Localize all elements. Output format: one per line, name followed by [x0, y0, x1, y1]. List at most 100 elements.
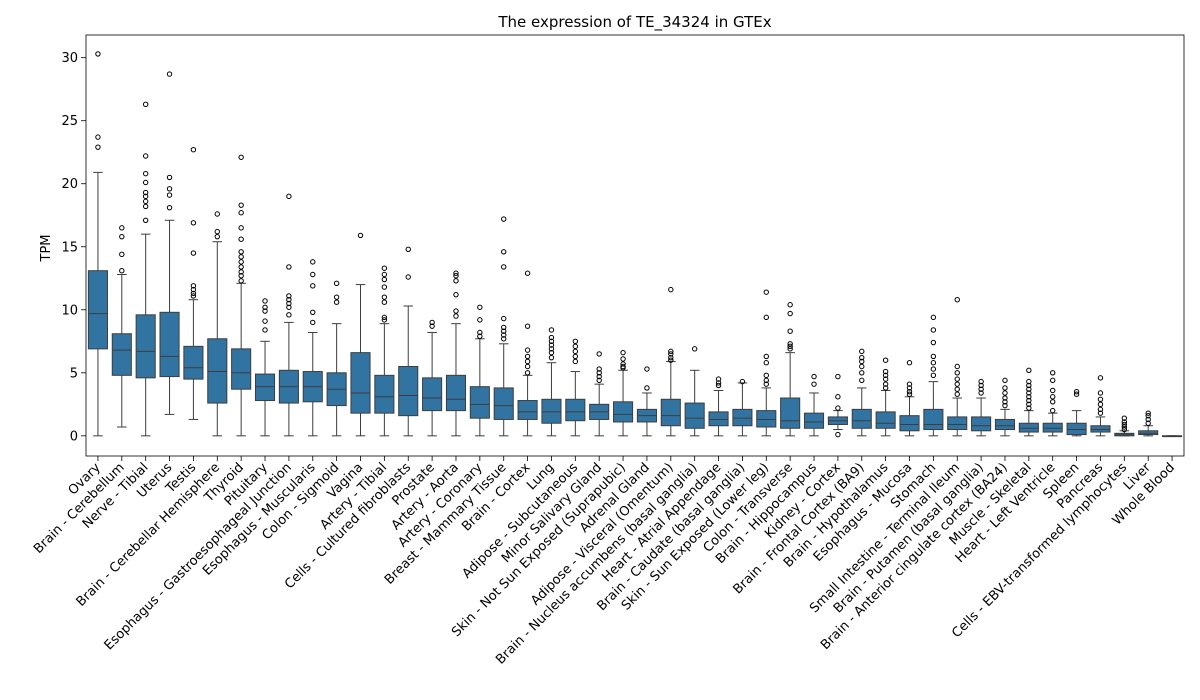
outlier-point: [238, 264, 244, 270]
box: [947, 416, 968, 431]
box: [87, 270, 108, 350]
outlier-point: [453, 278, 459, 284]
outlier-point: [763, 372, 769, 379]
outlier-point: [1026, 397, 1032, 404]
outlier-point: [906, 360, 913, 366]
outlier-point: [787, 302, 793, 308]
outlier-point: [1121, 415, 1128, 421]
outlier-point: [835, 405, 841, 411]
outlier-point: [739, 378, 746, 385]
outlier-point: [501, 332, 507, 338]
outlier-point: [763, 353, 769, 360]
outlier-point: [142, 198, 149, 205]
outlier-point: [310, 259, 316, 265]
outlier-point: [668, 354, 674, 361]
outlier-point: [262, 308, 268, 314]
outlier-point: [763, 360, 769, 366]
box: [398, 366, 419, 417]
y-tick-label: 0: [70, 429, 78, 444]
outlier-point: [811, 373, 817, 380]
outlier-point: [1097, 390, 1104, 396]
y-tick-label: 30: [61, 51, 78, 66]
outlier-point: [1145, 412, 1151, 419]
outlier-point: [1002, 385, 1008, 391]
outlier-point: [405, 246, 411, 252]
outlier-point: [1026, 401, 1032, 408]
outlier-point: [954, 386, 960, 392]
outlier-point: [978, 378, 984, 385]
outlier-point: [238, 269, 244, 275]
outlier-point: [620, 356, 626, 362]
outlier-point: [142, 203, 149, 210]
outlier-point: [238, 254, 244, 260]
outlier-point: [954, 391, 960, 397]
outlier-point: [859, 377, 865, 384]
outlier-point: [238, 259, 244, 265]
box: [517, 400, 538, 420]
outlier-point: [1002, 399, 1008, 405]
outlier-point: [548, 334, 555, 341]
outlier-point: [310, 271, 316, 278]
y-tick-label: 15: [61, 240, 78, 255]
outlier-point: [620, 361, 626, 367]
outlier-point: [262, 304, 268, 310]
outlier-point: [1050, 370, 1056, 376]
outlier-point: [763, 381, 769, 387]
outlier-point: [310, 319, 316, 326]
outlier-point: [381, 314, 388, 321]
outlier-point: [954, 381, 960, 387]
outlier-point: [978, 390, 984, 396]
outlier-point: [95, 144, 101, 150]
outlier-point: [620, 349, 626, 356]
box: [565, 398, 586, 422]
outlier-point: [214, 211, 220, 217]
outlier-point: [978, 386, 984, 392]
outlier-point: [596, 373, 602, 380]
outlier-point: [882, 368, 889, 375]
outlier-point: [954, 363, 960, 370]
outlier-point: [119, 251, 125, 258]
outlier-point: [262, 318, 268, 324]
outlier-point: [429, 323, 435, 329]
outlier-point: [333, 280, 340, 287]
outlier-point: [501, 336, 507, 342]
outlier-point: [668, 351, 674, 357]
box: [374, 374, 395, 414]
box: [780, 397, 801, 429]
outlier-point: [906, 389, 913, 395]
outlier-point: [1050, 399, 1056, 405]
outlier-point: [214, 228, 220, 235]
box: [207, 338, 228, 404]
outlier-point: [357, 232, 364, 239]
outlier-point: [548, 327, 555, 333]
y-tick-label: 10: [61, 303, 78, 318]
outlier-point: [1026, 394, 1032, 400]
outlier-point: [190, 293, 197, 299]
outlier-point: [882, 385, 889, 391]
outlier-point: [882, 357, 889, 363]
outlier-point: [1145, 420, 1151, 426]
outlier-point: [835, 373, 841, 380]
outlier-point: [1121, 421, 1128, 428]
outlier-point: [477, 329, 483, 336]
y-tick-label: 25: [61, 114, 78, 129]
outlier-point: [668, 357, 674, 363]
outlier-point: [1073, 391, 1080, 397]
box: [923, 408, 944, 431]
outlier-point: [1050, 387, 1056, 394]
outlier-point: [644, 366, 650, 372]
outlier-point: [1097, 375, 1104, 381]
y-tick-label: 20: [61, 177, 78, 192]
box: [613, 401, 634, 423]
outlier-point: [835, 394, 841, 400]
outlier-point: [787, 341, 793, 347]
outlier-point: [1097, 410, 1104, 416]
box: [732, 408, 753, 427]
outlier-point: [930, 353, 937, 360]
outlier-point: [238, 278, 244, 284]
box: [1018, 422, 1039, 433]
outlier-point: [811, 381, 817, 387]
outlier-point: [190, 220, 197, 226]
outlier-point: [477, 317, 483, 323]
